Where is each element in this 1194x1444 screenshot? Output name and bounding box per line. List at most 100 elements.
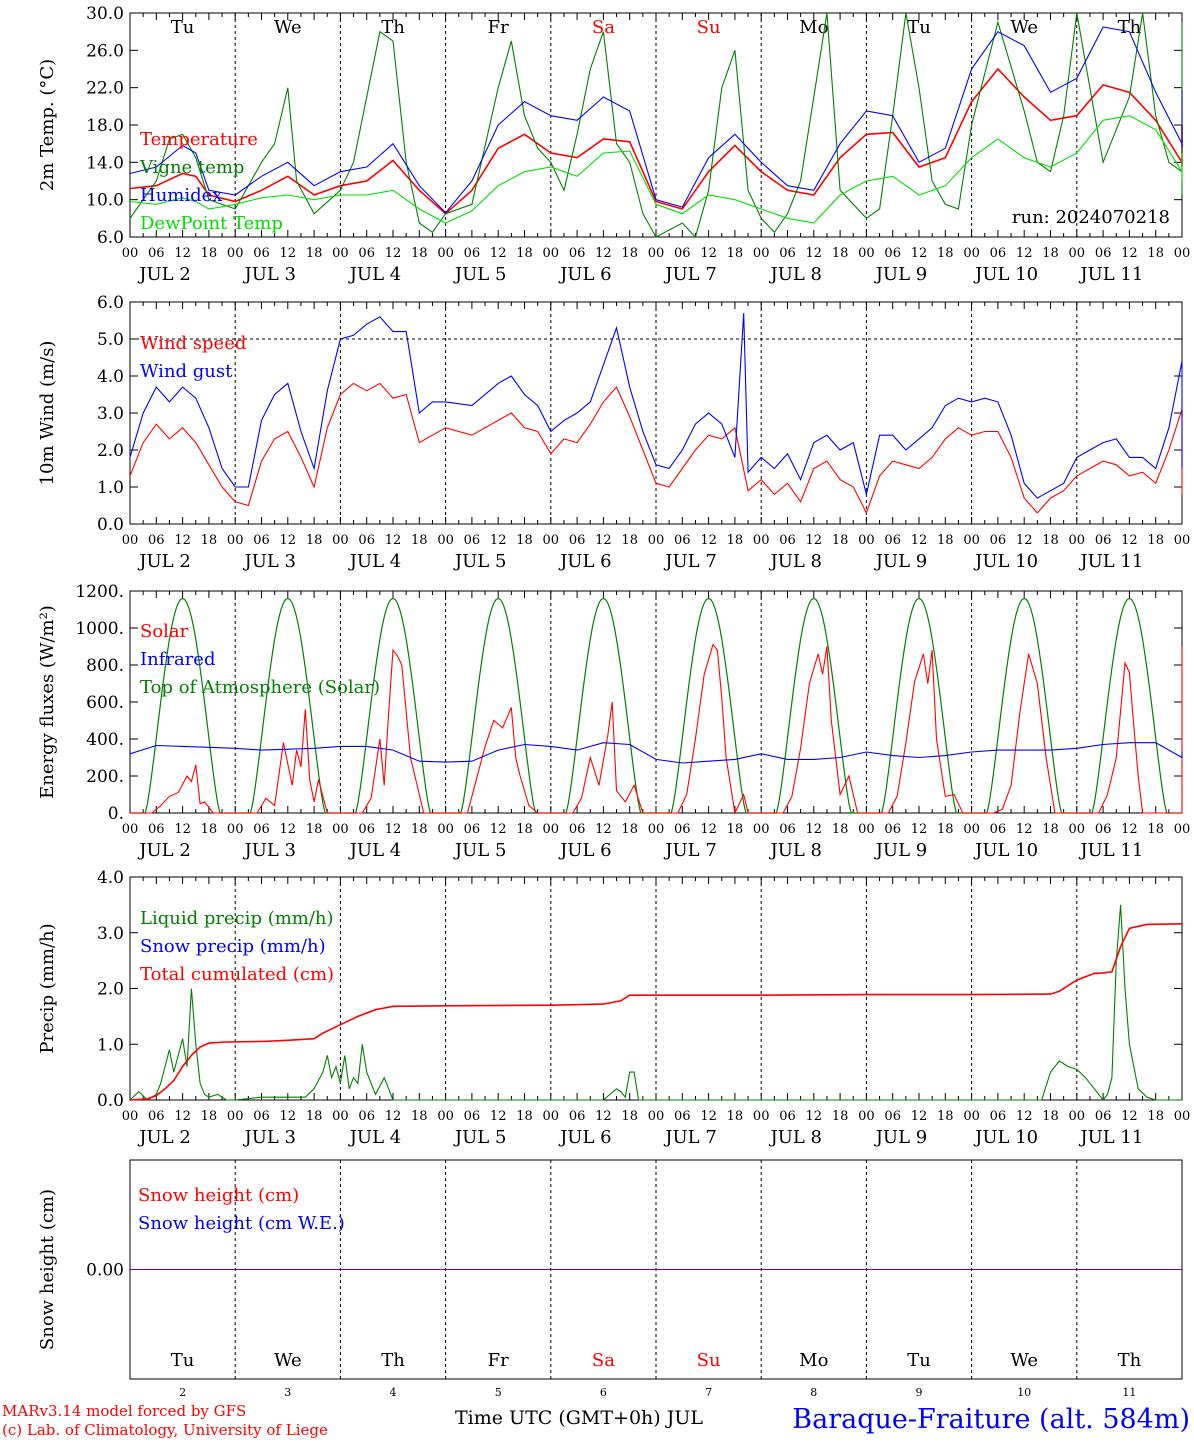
footer: MARv3.14 model forced by GFS (c) Lab. of…: [2, 1402, 1190, 1439]
hour-tick-label: 06: [779, 246, 796, 261]
hour-tick-label: 00: [963, 246, 980, 261]
y-tick-label: 1.0: [97, 478, 124, 498]
hour-tick-label: 00: [648, 1109, 665, 1124]
hour-tick-label: 12: [1016, 1109, 1033, 1124]
date-label: JUL 3: [243, 264, 297, 285]
hour-tick-label: 06: [884, 822, 901, 837]
hour-tick-label: 06: [253, 822, 270, 837]
hour-tick-label: 18: [411, 533, 428, 548]
hour-tick-label: 12: [280, 1109, 297, 1124]
legend-entry: Vigne temp: [139, 157, 244, 178]
panel-precip: 0.0 1.0 2.0 3.0 4.0 Precip (mm/h) Liquid preci…: [37, 868, 1190, 1148]
hour-tick-label: 12: [174, 533, 191, 548]
date-label: JUL 9: [874, 840, 928, 861]
date-number: 10: [1017, 1386, 1031, 1399]
series-total-cumulated-cm-: [129, 923, 1183, 1101]
hour-tick-label: 18: [1042, 1109, 1059, 1124]
series-temperature: [129, 67, 1183, 215]
date-label: JUL 8: [769, 264, 823, 285]
date-number: 7: [705, 1386, 712, 1399]
hour-tick-label: 18: [621, 1109, 638, 1124]
hour-tick-label: 18: [306, 822, 323, 837]
hour-tick-label: 00: [858, 1109, 875, 1124]
hour-tick-label: 12: [700, 246, 717, 261]
hour-tick-label: 18: [727, 822, 744, 837]
hour-tick-label: 06: [148, 822, 165, 837]
hour-tick-label: 06: [674, 822, 691, 837]
date-label: JUL 2: [137, 1127, 191, 1148]
hour-tick-label: 12: [700, 533, 717, 548]
y-tick-label: 3.0: [97, 924, 124, 944]
hour-tick-label: 12: [595, 822, 612, 837]
hour-tick-label: 18: [516, 533, 533, 548]
y-tick-label: 26.0: [86, 41, 124, 61]
date-label: JUL 5: [453, 1127, 507, 1148]
y-tick-label: 0.0: [97, 1091, 124, 1111]
hour-tick-label: 18: [1147, 822, 1164, 837]
y-tick-label: 600.: [86, 693, 124, 713]
series-humidex: [129, 26, 1183, 214]
y-tick-label: 1000.: [75, 619, 124, 639]
panel-snow: 0.00 Snow height (cm) Snow height (cm) Snow…: [37, 1159, 1183, 1399]
hour-tick-label: 12: [1121, 533, 1138, 548]
date-label: JUL 6: [558, 551, 612, 572]
legend-entry: Humidex: [140, 185, 222, 206]
hour-tick-label: 18: [516, 1109, 533, 1124]
hour-tick-label: 06: [569, 822, 586, 837]
hour-tick-label: 00: [437, 1109, 454, 1124]
hour-tick-label: 12: [385, 1109, 402, 1124]
date-label: JUL 11: [1078, 264, 1143, 285]
y-tick-label: 4.0: [97, 367, 124, 387]
y-tick-label: 18.0: [86, 116, 124, 136]
date-label: JUL 6: [558, 264, 612, 285]
hour-tick-label: 18: [516, 822, 533, 837]
hour-tick-label: 12: [280, 533, 297, 548]
hour-tick-label: 18: [832, 822, 849, 837]
hour-tick-label: 00: [648, 822, 665, 837]
hour-tick-label: 18: [621, 246, 638, 261]
y-tick-label: 14.0: [86, 153, 124, 173]
hour-tick-label: 00: [1069, 246, 1086, 261]
hour-tick-label: 12: [806, 822, 823, 837]
y-tick-label: 0.00: [86, 1261, 124, 1281]
hour-tick-label: 06: [990, 246, 1007, 261]
copyright-credit: (c) Lab. of Climatology, University of L…: [2, 1421, 328, 1439]
date-number: 2: [179, 1386, 186, 1399]
y-tick-label: 22.0: [86, 79, 124, 99]
day-name: Mo: [799, 1350, 828, 1371]
hour-tick-label: 00: [1174, 822, 1191, 837]
hour-tick-label: 00: [437, 246, 454, 261]
y-tick-label: 0.0: [97, 515, 124, 535]
date-label: JUL 3: [243, 840, 297, 861]
date-label: JUL 8: [769, 840, 823, 861]
date-label: JUL 3: [243, 551, 297, 572]
day-name: Mo: [799, 17, 828, 38]
hour-tick-label: 18: [201, 246, 218, 261]
legend-entry: Solar: [140, 621, 189, 642]
hour-tick-label: 12: [174, 246, 191, 261]
hour-tick-label: 12: [911, 533, 928, 548]
hour-tick-label: 12: [1016, 246, 1033, 261]
hour-tick-label: 18: [1042, 246, 1059, 261]
hour-tick-label: 06: [358, 822, 375, 837]
hour-tick-label: 06: [569, 246, 586, 261]
hour-tick-label: 06: [674, 1109, 691, 1124]
date-number: 9: [916, 1386, 923, 1399]
y-axis-label: Snow height (cm): [37, 1189, 58, 1350]
hour-tick-label: 06: [148, 533, 165, 548]
y-axis-label: Energy fluxes (W/m²): [37, 605, 58, 799]
hour-tick-label: 18: [306, 533, 323, 548]
hour-tick-label: 00: [543, 822, 560, 837]
hour-tick-label: 00: [858, 246, 875, 261]
date-label: JUL 6: [558, 840, 612, 861]
hour-tick-label: 12: [806, 533, 823, 548]
hour-tick-label: 00: [543, 1109, 560, 1124]
hour-tick-label: 00: [858, 822, 875, 837]
y-tick-label: 10.0: [86, 191, 124, 211]
day-name: Tu: [907, 1350, 931, 1371]
hour-tick-label: 06: [464, 533, 481, 548]
hour-tick-label: 00: [1174, 533, 1191, 548]
hour-tick-label: 12: [806, 1109, 823, 1124]
hour-tick-label: 18: [201, 1109, 218, 1124]
hour-tick-label: 06: [1095, 246, 1112, 261]
